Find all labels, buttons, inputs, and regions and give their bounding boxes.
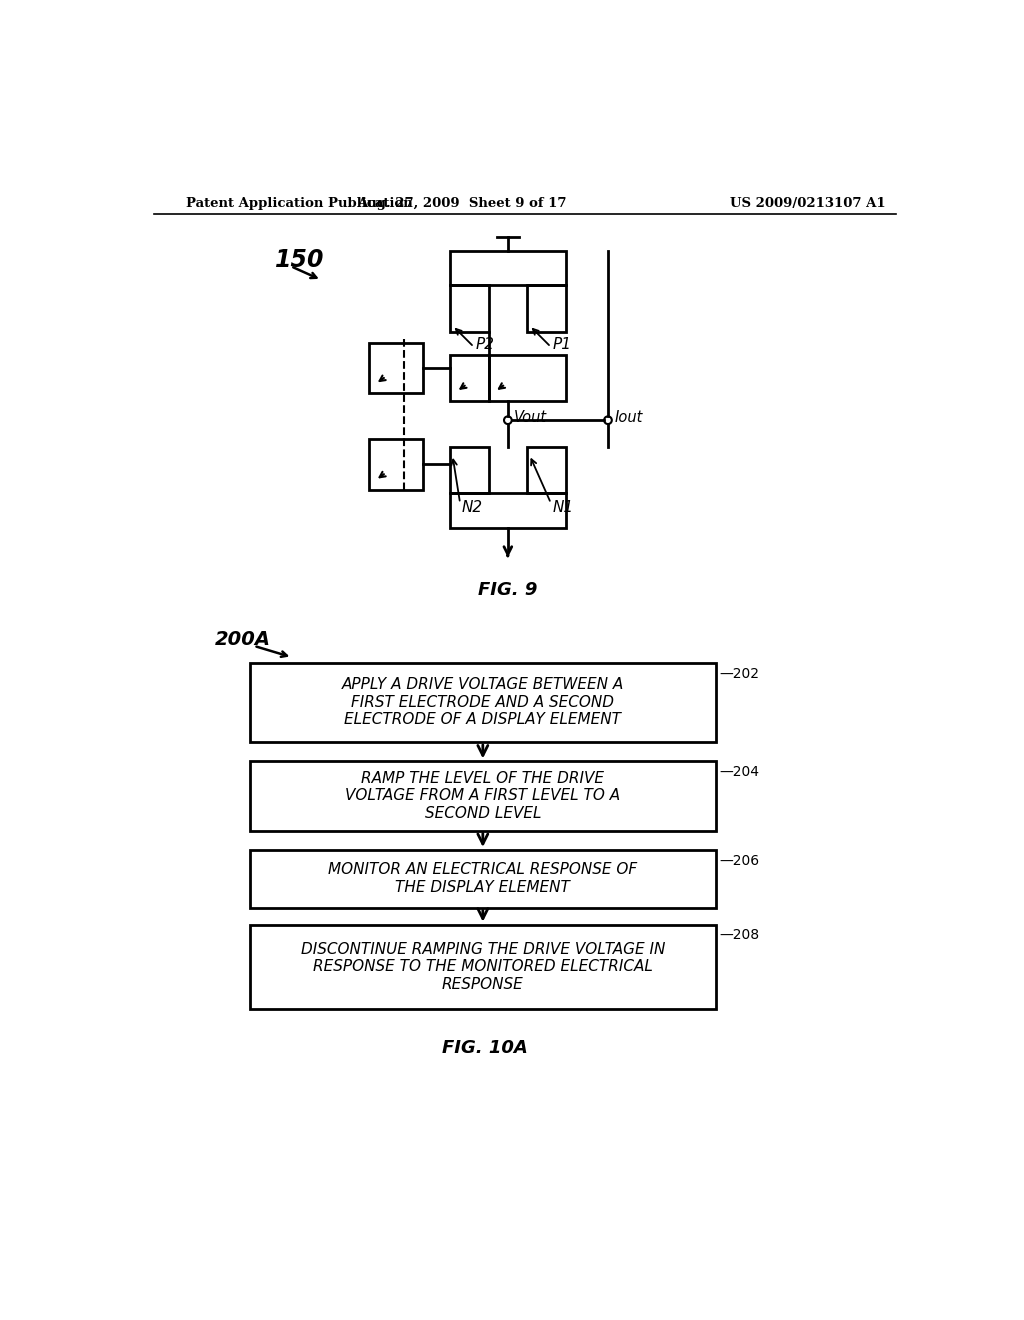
Bar <box>370 440 423 490</box>
Text: P2: P2 <box>475 337 495 352</box>
Text: —208: —208 <box>720 928 760 942</box>
Text: FIG. 9: FIG. 9 <box>478 581 538 598</box>
Text: APPLY A DRIVE VOLTAGE BETWEEN A
FIRST ELECTRODE AND A SECOND
ELECTRODE OF A DISP: APPLY A DRIVE VOLTAGE BETWEEN A FIRST EL… <box>342 677 624 727</box>
Bar <box>451 447 488 494</box>
Text: Iout: Iout <box>614 409 642 425</box>
Bar <box>451 251 565 285</box>
Text: MONITOR AN ELECTRICAL RESPONSE OF
THE DISPLAY ELEMENT: MONITOR AN ELECTRICAL RESPONSE OF THE DI… <box>329 862 637 895</box>
Text: Patent Application Publication: Patent Application Publication <box>186 197 413 210</box>
Text: N2: N2 <box>462 500 482 515</box>
Text: —204: —204 <box>720 766 760 779</box>
Text: FIG. 10A: FIG. 10A <box>442 1039 527 1057</box>
Text: N1: N1 <box>553 500 573 515</box>
Bar <box>451 355 488 401</box>
Bar <box>370 343 423 393</box>
Text: US 2009/0213107 A1: US 2009/0213107 A1 <box>730 197 886 210</box>
Bar <box>250 924 716 1010</box>
Bar <box>451 494 565 528</box>
Bar <box>250 850 716 908</box>
Text: —206: —206 <box>720 854 760 867</box>
Text: DISCONTINUE RAMPING THE DRIVE VOLTAGE IN
RESPONSE TO THE MONITORED ELECTRICAL
RE: DISCONTINUE RAMPING THE DRIVE VOLTAGE IN… <box>301 942 665 991</box>
Bar <box>488 355 565 401</box>
Text: —202: —202 <box>720 667 760 681</box>
Bar <box>527 285 565 331</box>
Bar <box>451 285 488 331</box>
Bar <box>527 447 565 494</box>
Text: RAMP THE LEVEL OF THE DRIVE
VOLTAGE FROM A FIRST LEVEL TO A
SECOND LEVEL: RAMP THE LEVEL OF THE DRIVE VOLTAGE FROM… <box>345 771 621 821</box>
Text: P1: P1 <box>553 337 571 352</box>
Text: Vout: Vout <box>514 409 547 425</box>
Bar <box>250 762 716 830</box>
Text: 200A: 200A <box>215 630 271 649</box>
Bar <box>250 663 716 742</box>
Text: Aug. 27, 2009  Sheet 9 of 17: Aug. 27, 2009 Sheet 9 of 17 <box>357 197 566 210</box>
Text: 150: 150 <box>275 248 325 272</box>
